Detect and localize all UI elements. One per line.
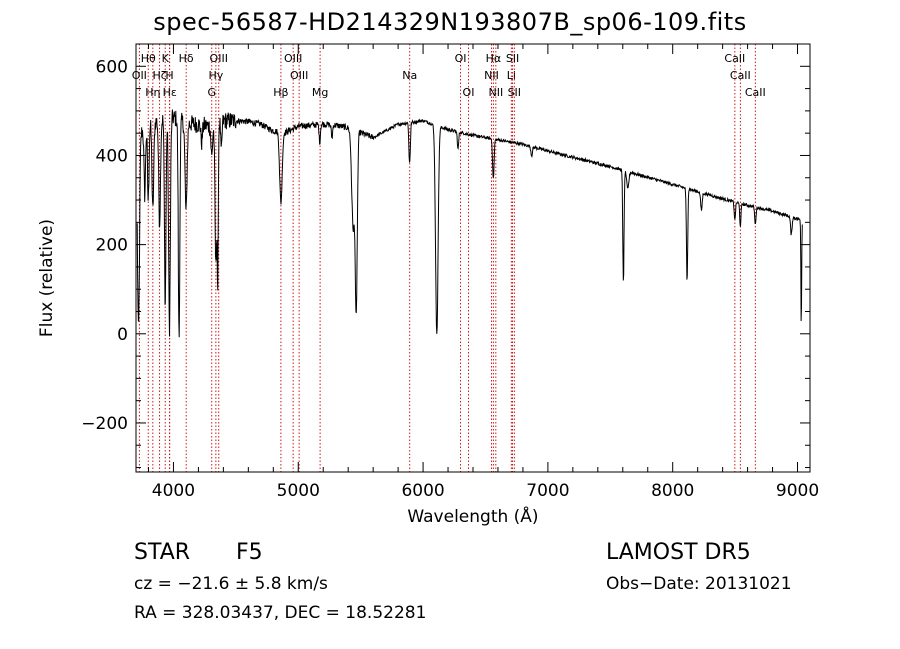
line-marker-label: Hδ [179,52,194,65]
axis-ticks: 4000 5000 6000 7000 8000 9000 −200 0 200 400 600 [81,44,819,501]
x-tick-label: 5000 [277,481,320,501]
line-marker-label: Hη [145,86,160,99]
line-marker-label: OI [463,86,475,99]
line-marker-label: NII [488,86,503,99]
star-label: STAR [134,540,191,565]
survey-label: LAMOST DR5 [606,540,751,565]
line-marker-label: OIII [284,52,302,65]
line-marker-label: Hε [163,86,177,99]
x-tick-label: 7000 [526,481,569,501]
x-tick-label: 8000 [651,481,694,501]
y-tick-label: 200 [96,236,128,256]
line-marker-label: Na [402,69,417,82]
y-tick-label: 400 [96,146,128,166]
line-marker-label: Hθ [141,52,156,65]
y-tick-label: −200 [81,414,128,434]
line-marker-label: SII [506,52,519,65]
x-axis-label: Wavelength (Å) [407,505,538,527]
line-marker-label: Mg [312,86,328,99]
spectrum-group [136,109,803,338]
coordinates: RA = 328.03437, DEC = 18.52281 [134,603,427,623]
line-marker-label: OI [455,52,467,65]
marker-labels: Hδ Hγ Hβ Hα KH OII OIII G OIII OIII Mg Na OI OI NII NII… [132,52,766,99]
line-marker-label: NII [484,69,499,82]
line-marker-label: Hβ [273,86,288,99]
x-tick-label: 4000 [152,481,195,501]
line-marker-label: H [165,69,173,82]
y-tick-label: 0 [117,325,128,345]
line-marker-label: CaII [745,86,766,99]
spectral-type: F5 [236,540,263,565]
line-markers [138,44,756,472]
line-marker-label: Hα [486,52,502,65]
obs-date: Obs−Date: 20131021 [606,574,792,594]
chart-title: spec-56587-HD214329N193807B_sp06-109.fit… [153,8,747,36]
line-marker-label: G [207,86,216,99]
line-marker-label: K [162,52,170,65]
line-marker-label: OII [132,69,147,82]
line-marker-label: CaII [724,52,745,65]
line-marker-label: OIII [290,69,308,82]
y-tick-label: 600 [96,57,128,77]
line-marker-label: Hγ [208,69,223,82]
plot-frame [135,43,811,473]
line-marker-label: Hζ [152,69,166,82]
line-marker-label: Li [507,69,516,82]
x-tick-label: 9000 [776,481,819,501]
spectrum-line [136,109,803,338]
x-tick-label: 6000 [401,481,444,501]
line-marker-label: CaII [730,69,751,82]
line-marker-label: SII [508,86,521,99]
y-axis-label: Flux (relative) [37,219,57,337]
velocity-text: cz = −21.6 ± 5.8 km/s [134,574,328,594]
line-marker-label: OIII [210,52,228,65]
